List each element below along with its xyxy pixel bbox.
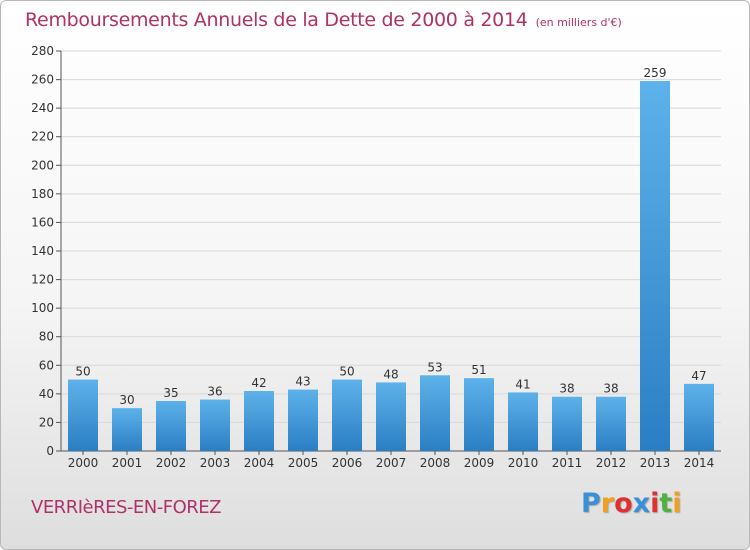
x-tick-label: 2000 (68, 456, 99, 470)
bar-2000 (68, 379, 98, 451)
chart-title: Remboursements Annuels de la Dette de 20… (25, 9, 622, 31)
logo-letter: P (581, 488, 601, 519)
logo-letter: r (600, 488, 615, 519)
data-label-2000: 50 (75, 365, 90, 379)
y-tick-label: 120 (31, 273, 54, 287)
x-tick-label: 2003 (200, 456, 231, 470)
y-tick-label: 240 (31, 101, 54, 115)
bar-2007 (376, 382, 406, 451)
y-tick-label: 60 (39, 358, 54, 372)
bar-2014 (684, 383, 714, 451)
x-tick-label: 2005 (288, 456, 319, 470)
commune-name: VERRIèRES-EN-FOREZ (31, 497, 221, 518)
data-label-2013: 259 (644, 66, 667, 80)
bar-2013 (640, 81, 670, 451)
bars (68, 81, 714, 451)
data-label-2010: 41 (515, 377, 530, 391)
bar-2010 (508, 392, 538, 451)
logo-letter: i (672, 488, 682, 519)
data-label-2008: 53 (427, 360, 442, 374)
data-label-2004: 42 (251, 376, 266, 390)
y-tick-label: 40 (39, 387, 54, 401)
axes: 0 20 40 60 80 100 120 140 160 180 200 220 240 260 280 2… (31, 44, 721, 470)
y-tick-label: 280 (31, 44, 54, 58)
logo-letter: i (650, 488, 660, 519)
bar-2009 (464, 378, 494, 451)
bar-2006 (332, 379, 362, 451)
x-tick-label: 2004 (244, 456, 275, 470)
data-label-2002: 35 (163, 386, 178, 400)
logo-letter: t (659, 488, 673, 519)
y-tick-label: 200 (31, 158, 54, 172)
y-tick-label: 160 (31, 215, 54, 229)
logo-letter: o (614, 488, 633, 519)
y-tick-label: 100 (31, 301, 54, 315)
x-tick-label: 2007 (376, 456, 407, 470)
data-label-2003: 36 (207, 385, 222, 399)
data-label-2012: 38 (603, 382, 618, 396)
bar-2012 (596, 396, 626, 451)
logo-letter: x (632, 488, 651, 519)
y-tick-label: 220 (31, 130, 54, 144)
y-tick-label: 180 (31, 187, 54, 201)
data-label-2006: 50 (339, 365, 354, 379)
bar-2002 (156, 401, 186, 451)
x-tick-label: 2001 (112, 456, 143, 470)
chart-title-text: Remboursements Annuels de la Dette de 20… (25, 9, 528, 31)
y-tick-label: 80 (39, 330, 54, 344)
x-tick-label: 2008 (420, 456, 451, 470)
data-label-2009: 51 (471, 363, 486, 377)
grid-lines (61, 50, 721, 423)
data-label-2014: 47 (691, 369, 706, 383)
bar-2003 (200, 399, 230, 451)
bar-2011 (552, 396, 582, 451)
x-tick-label: 2010 (508, 456, 539, 470)
x-tick-label: 2002 (156, 456, 187, 470)
chart-unit: (en milliers d'€) (535, 16, 622, 29)
bar-2004 (244, 391, 274, 451)
y-tick-label: 0 (46, 444, 54, 458)
bar-2001 (112, 408, 142, 451)
data-label-2011: 38 (559, 382, 574, 396)
x-tick-label: 2006 (332, 456, 363, 470)
x-tick-label: 2009 (464, 456, 495, 470)
data-label-2007: 48 (383, 367, 398, 381)
bar-2008 (420, 375, 450, 451)
y-tick-label: 20 (39, 415, 54, 429)
x-tick-label: 2013 (640, 456, 671, 470)
bar-2005 (288, 389, 318, 451)
y-tick-label: 140 (31, 244, 54, 258)
data-labels: 50 30 35 36 42 43 50 48 53 51 41 38 38 259 47 (75, 66, 706, 407)
x-tick-label: 2012 (596, 456, 627, 470)
data-label-2001: 30 (119, 393, 134, 407)
y-tick-label: 260 (31, 73, 54, 87)
x-tick-label: 2014 (684, 456, 715, 470)
data-label-2005: 43 (295, 375, 310, 389)
proxiti-logo: Proxiti (581, 488, 682, 519)
x-tick-label: 2011 (552, 456, 583, 470)
